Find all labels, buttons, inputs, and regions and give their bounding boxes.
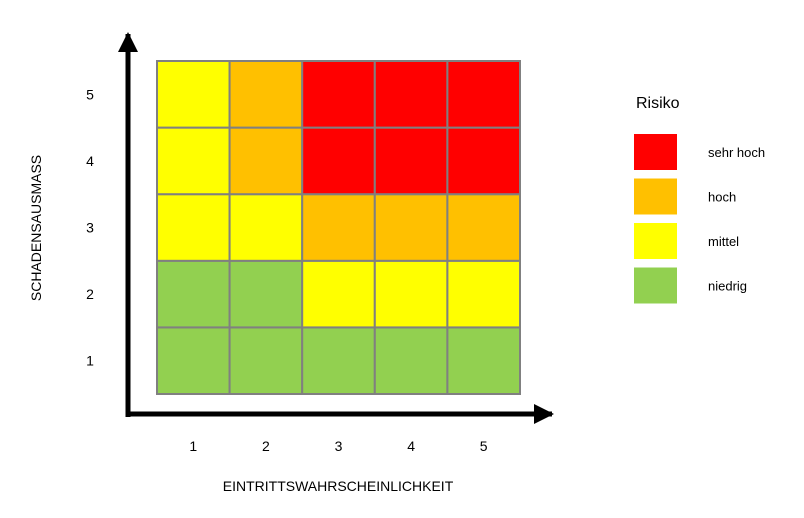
matrix-cell-x5-y3 xyxy=(446,193,521,262)
x-tick-label: 5 xyxy=(480,438,488,454)
matrix-cell-x4-y4 xyxy=(373,126,449,196)
x-tick-label: 4 xyxy=(407,438,415,454)
matrix-cell-x1-y4 xyxy=(156,126,231,196)
y-tick-label: 4 xyxy=(86,153,94,169)
matrix-cell-x3-y4 xyxy=(301,126,376,196)
legend-label: mittel xyxy=(708,234,739,249)
legend-title: Risiko xyxy=(636,95,680,112)
matrix-cell-x2-y1 xyxy=(228,326,304,395)
legend-swatch xyxy=(634,223,677,259)
y-tick-label: 1 xyxy=(86,353,94,369)
matrix-cell-x5-y4 xyxy=(446,126,521,196)
y-tick-label: 2 xyxy=(86,286,94,302)
legend: Risiko sehr hoch hoch mittel niedrig xyxy=(634,95,765,304)
matrix-cell-x2-y2 xyxy=(228,259,304,329)
x-axis-title: EINTRITTSWAHRSCHEINLICHKEIT xyxy=(223,478,454,494)
x-tick-label: 3 xyxy=(335,438,343,454)
matrix-cell-x4-y1 xyxy=(373,326,449,395)
legend-swatch xyxy=(634,134,677,170)
axes xyxy=(118,32,554,424)
matrix-cell-x4-y3 xyxy=(373,193,449,262)
matrix-cell-x4-y5 xyxy=(373,60,449,129)
matrix-cell-x4-y2 xyxy=(373,259,449,329)
matrix-cell-x3-y5 xyxy=(301,60,376,129)
legend-label: sehr hoch xyxy=(708,145,765,160)
legend-swatch xyxy=(634,267,677,304)
legend-label: niedrig xyxy=(708,279,747,294)
x-tick-label: 1 xyxy=(189,438,197,454)
legend-label: hoch xyxy=(708,190,736,205)
matrix-cell-x3-y2 xyxy=(301,259,376,329)
matrix-cell-x1-y3 xyxy=(156,193,231,262)
matrix-cell-x3-y3 xyxy=(301,193,376,262)
x-tick-label: 2 xyxy=(262,438,270,454)
matrix-cell-x2-y4 xyxy=(228,126,304,196)
matrix-cell-x1-y5 xyxy=(156,60,231,129)
matrix-cell-x3-y1 xyxy=(301,326,376,395)
matrix-cell-x1-y2 xyxy=(156,259,231,329)
tick-labels: 1 2 3 4 5 1 2 3 4 5 xyxy=(86,86,488,454)
matrix-cell-x5-y2 xyxy=(446,259,521,329)
matrix-cell-x2-y3 xyxy=(228,193,304,262)
matrix-cell-x5-y1 xyxy=(446,326,521,395)
matrix-cells xyxy=(156,60,521,395)
matrix-cell-x2-y5 xyxy=(228,60,304,129)
legend-swatch xyxy=(634,178,677,215)
matrix-cell-x1-y1 xyxy=(156,326,231,395)
y-tick-label: 5 xyxy=(86,86,94,102)
y-axis-title: SCHADENSAUSMASS xyxy=(28,155,44,301)
matrix-cell-x5-y5 xyxy=(446,60,521,129)
y-tick-label: 3 xyxy=(86,220,94,236)
